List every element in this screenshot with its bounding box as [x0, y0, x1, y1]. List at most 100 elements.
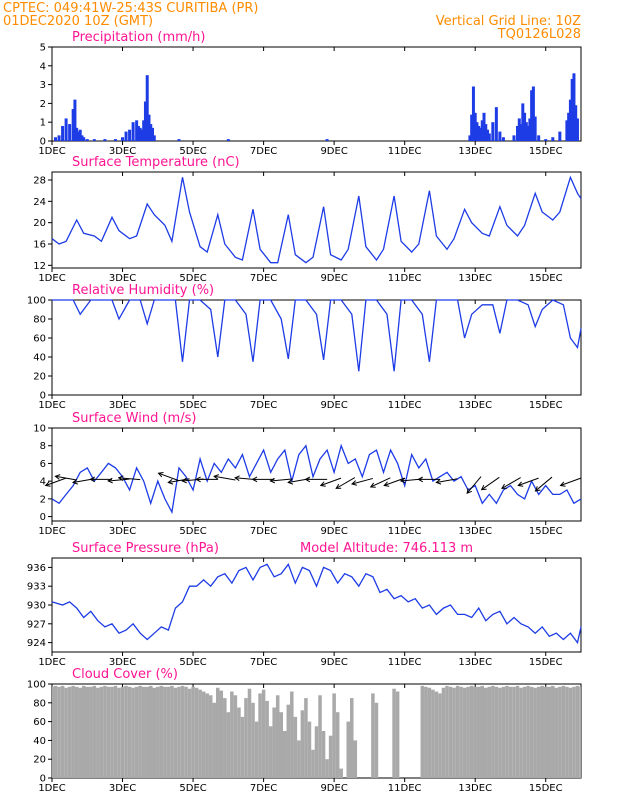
- x-tick-label: 13DEC: [458, 273, 492, 284]
- x-tick-label: 5DEC: [179, 526, 206, 537]
- y-tick-label: 20: [33, 755, 46, 766]
- x-tick-label: 7DEC: [250, 273, 277, 284]
- cloud-bar: [191, 686, 195, 778]
- wind-arrow: [195, 476, 218, 483]
- panel-frame: [51, 171, 582, 269]
- model-code: TQ0126L028: [497, 27, 581, 42]
- precip-bar: [61, 125, 65, 141]
- wind-arrow-shaft: [518, 477, 539, 486]
- wind-arrow: [501, 477, 521, 489]
- y-tick-label: 40: [33, 736, 46, 747]
- precip-bar: [54, 137, 58, 141]
- wind-arrow: [251, 476, 275, 483]
- wind-arrow: [383, 477, 405, 487]
- cloud-bar: [558, 686, 562, 778]
- x-tick-label: 11DEC: [388, 657, 422, 668]
- wind-arrow-shaft: [168, 478, 190, 483]
- precip-bar: [75, 127, 79, 141]
- wind-arrow-head: [269, 477, 276, 484]
- precip-bar: [523, 112, 527, 141]
- cloud-bar: [233, 695, 238, 778]
- y-tick-label: 4: [40, 61, 46, 72]
- cloud-bar: [71, 685, 75, 778]
- wind-arrow: [44, 477, 67, 487]
- panel-annotation: Model Altitude: 746.113 m: [300, 541, 473, 556]
- cloud-bar: [441, 687, 446, 778]
- x-tick-label: 7DEC: [250, 657, 277, 668]
- cloud-bar: [237, 707, 241, 778]
- x-tick-label: 3DEC: [109, 273, 136, 284]
- station-header: CPTEC: 049:41W-25:43S CURITIBA (PR): [3, 1, 258, 16]
- x-tick-label: 9DEC: [320, 783, 347, 794]
- cloud-bar: [335, 712, 340, 778]
- cloud-bar: [81, 685, 86, 778]
- wind-arrow: [117, 475, 141, 481]
- precip-bar: [136, 125, 140, 141]
- precip-bar: [568, 99, 572, 141]
- x-tick-label: 5DEC: [179, 783, 206, 794]
- cloud-bar: [286, 704, 291, 778]
- y-tick-label: 0: [40, 774, 46, 785]
- wind-arrow-shaft: [108, 478, 130, 482]
- cloud-bar: [498, 687, 502, 778]
- cloud-bar: [223, 698, 227, 778]
- precip-bar: [147, 114, 151, 141]
- cloud-bar: [180, 685, 185, 778]
- cloud-bar: [57, 686, 61, 778]
- wind-arrow-shaft: [214, 475, 236, 481]
- cloud-bar: [85, 686, 90, 778]
- cloud-bar: [230, 691, 234, 778]
- y-tick-label: 28: [33, 176, 46, 187]
- panel-title: Precipitation (mm/h): [72, 30, 205, 45]
- cloud-bar: [53, 685, 58, 778]
- cloud-bar: [427, 687, 432, 778]
- cloud-bar: [508, 686, 513, 778]
- wind-arrow-shaft: [436, 478, 458, 483]
- x-tick-label: 13DEC: [458, 400, 492, 411]
- y-tick-label: 5: [40, 43, 46, 54]
- cloud-bar: [212, 702, 216, 778]
- y-tick-label: 6: [40, 459, 46, 470]
- x-tick-label: 15DEC: [529, 657, 563, 668]
- wind-arrow: [89, 476, 113, 483]
- cloud-bar: [307, 721, 312, 778]
- y-tick-label: 930: [27, 601, 46, 612]
- panel-5: Surface Pressure (hPa) Model Altitude: 74…: [27, 541, 582, 668]
- cloud-bar: [261, 689, 266, 778]
- precip-bar: [64, 118, 68, 141]
- cloud-bar: [561, 685, 566, 778]
- wind-arrow-head: [417, 476, 424, 483]
- series-line: [51, 443, 582, 515]
- cloud-bar: [314, 726, 319, 778]
- series-line: [51, 175, 582, 264]
- wind-arrow-head: [157, 471, 164, 478]
- y-tick-label: 4: [40, 477, 46, 488]
- y-tick-label: 80: [33, 315, 46, 326]
- cloud-bar: [219, 690, 224, 778]
- y-tick-label: 924: [27, 638, 46, 649]
- cloud-bar: [124, 685, 128, 778]
- cloud-bar: [448, 686, 453, 778]
- cloud-bar: [198, 689, 202, 778]
- cloud-bar: [452, 687, 456, 778]
- cloud-bar: [332, 693, 336, 778]
- x-tick-label: 7DEC: [250, 783, 277, 794]
- precip-bar: [68, 124, 72, 141]
- cloud-bar: [371, 693, 375, 778]
- cloud-bar: [551, 685, 555, 778]
- precip-bar: [57, 135, 61, 141]
- precip-bar: [478, 127, 482, 141]
- cloud-bar: [131, 687, 135, 778]
- cloud-bar: [519, 687, 523, 778]
- cloud-bar: [78, 687, 82, 778]
- x-tick-label: 3DEC: [109, 400, 136, 411]
- cloud-bar: [268, 726, 273, 778]
- wind-arrow-head: [234, 475, 240, 481]
- cloud-bar: [64, 687, 68, 778]
- cloud-bar: [184, 686, 188, 778]
- cloud-bar: [265, 700, 269, 778]
- cloud-bar: [512, 686, 516, 778]
- panel-frame: [51, 299, 582, 396]
- precip-bar: [544, 139, 548, 141]
